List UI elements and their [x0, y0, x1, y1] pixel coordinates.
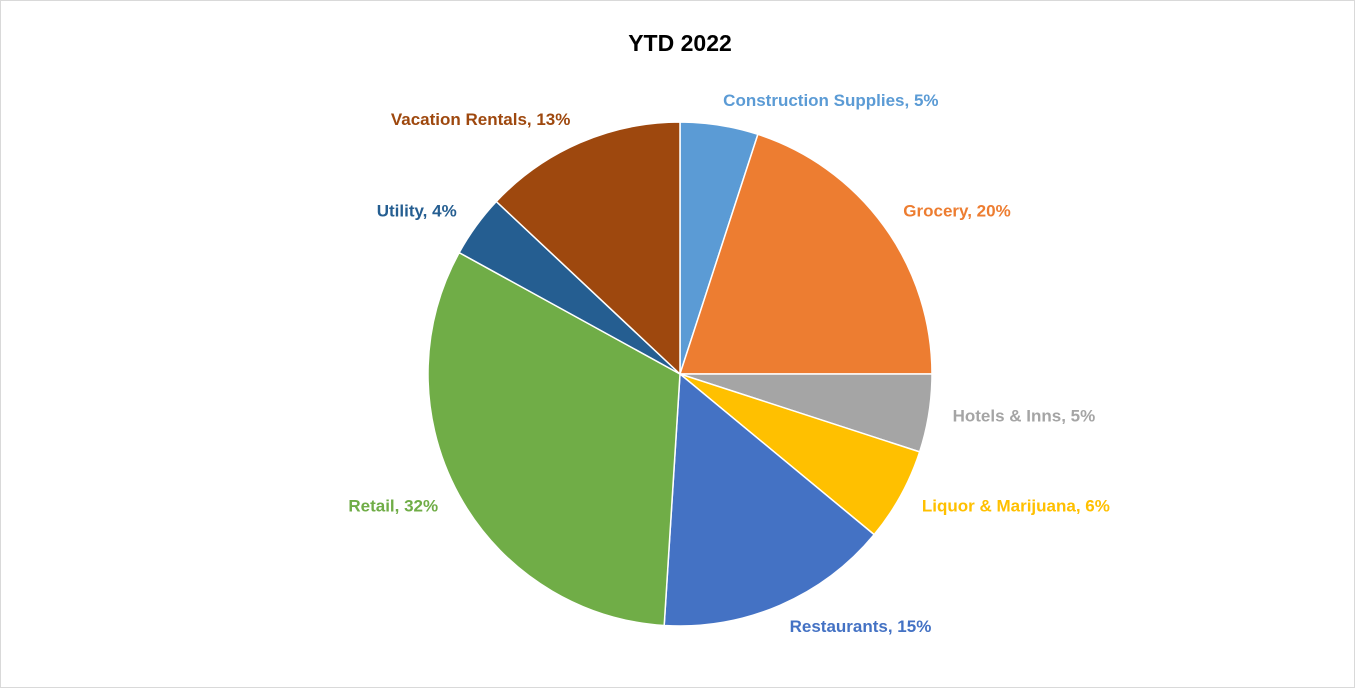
data-label: Grocery, 20%	[903, 201, 1010, 220]
data-label: Hotels & Inns, 5%	[953, 407, 1096, 426]
chart-title: YTD 2022	[628, 30, 732, 56]
pie-slice	[678, 133, 933, 375]
pie-slice	[427, 251, 681, 627]
data-label: Liquor & Marijuana, 6%	[922, 496, 1110, 515]
data-label: Vacation Rentals, 13%	[391, 110, 571, 129]
pie-slice	[495, 121, 681, 376]
data-label: Construction Supplies, 5%	[723, 91, 938, 110]
data-label: Restaurants, 15%	[790, 617, 932, 636]
data-label: Utility, 4%	[377, 201, 457, 220]
pie-slice	[663, 372, 876, 627]
data-label: Retail, 32%	[348, 496, 438, 515]
